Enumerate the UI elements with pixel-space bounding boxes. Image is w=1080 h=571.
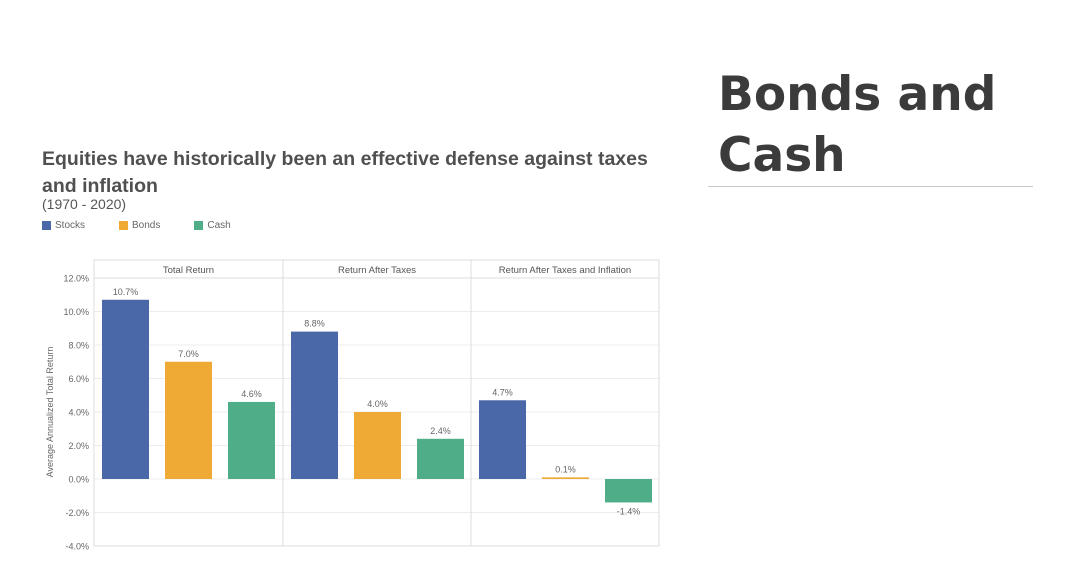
- title-divider: [708, 186, 1033, 187]
- bar-cash-total-return: [228, 401, 275, 479]
- bar-stocks-return-after-taxes: [291, 331, 338, 479]
- panel-title-return-after-taxes-and-inflation: Return After Taxes and Inflation: [499, 265, 631, 276]
- legend-item-bonds: Bonds: [119, 220, 160, 231]
- slide-title: Bonds and Cash: [718, 67, 997, 183]
- data-label-cash-return-after-taxes: 2.4%: [430, 426, 451, 436]
- legend-label-cash: Cash: [207, 220, 231, 231]
- bar-bonds-return-after-taxes-and-inflation: [542, 477, 589, 479]
- y-tick-label: 2.0%: [68, 441, 89, 451]
- chart-title: Equities have historically been an effec…: [42, 148, 648, 197]
- bar-cash-return-after-taxes: [417, 438, 464, 479]
- legend-label-bonds: Bonds: [132, 220, 161, 231]
- y-tick-label: 0.0%: [68, 475, 89, 485]
- data-label-stocks-return-after-taxes: 8.8%: [304, 319, 325, 329]
- plot-frame: [93, 259, 660, 547]
- bar-stocks-return-after-taxes-and-inflation: [479, 400, 526, 479]
- panel-title-return-after-taxes: Return After Taxes: [338, 265, 416, 276]
- y-tick-label: 8.0%: [68, 341, 89, 351]
- y-tick-label: 12.0%: [63, 274, 89, 284]
- legend-swatch-bonds: [119, 221, 129, 230]
- bar-bonds-return-after-taxes: [354, 412, 401, 479]
- data-label-cash-return-after-taxes-and-inflation: -1.4%: [617, 506, 641, 516]
- data-label-stocks-total-return: 10.7%: [113, 287, 139, 297]
- y-tick-label: 10.0%: [63, 307, 89, 317]
- y-tick-label: 4.0%: [68, 408, 89, 418]
- chart-legend: Stocks Bonds Cash: [42, 220, 265, 231]
- y-tick-label: -4.0%: [65, 542, 89, 552]
- legend-item-stocks: Stocks: [42, 220, 85, 231]
- bar-stocks-total-return: [102, 299, 149, 479]
- data-label-cash-total-return: 4.6%: [241, 389, 262, 399]
- legend-swatch-cash: [194, 221, 204, 230]
- y-axis-label: Average Annualized Total Return: [45, 347, 55, 478]
- bar-cash-return-after-taxes-and-inflation: [605, 479, 652, 503]
- y-tick-label: 6.0%: [68, 374, 89, 384]
- chart-subtitle: (1970 - 2020): [42, 196, 127, 212]
- panel-title-total-return: Total Return: [163, 265, 214, 276]
- legend-label-stocks: Stocks: [55, 220, 86, 231]
- legend-swatch-stocks: [42, 221, 51, 230]
- y-tick-label: -2.0%: [65, 508, 89, 518]
- bar-bonds-total-return: [165, 361, 212, 479]
- data-label-stocks-return-after-taxes-and-inflation: 4.7%: [492, 387, 513, 397]
- data-label-bonds-return-after-taxes: 4.0%: [367, 399, 388, 409]
- data-label-bonds-return-after-taxes-and-inflation: 0.1%: [555, 464, 576, 474]
- legend-item-cash: Cash: [194, 220, 231, 231]
- data-label-bonds-total-return: 7.0%: [178, 349, 199, 359]
